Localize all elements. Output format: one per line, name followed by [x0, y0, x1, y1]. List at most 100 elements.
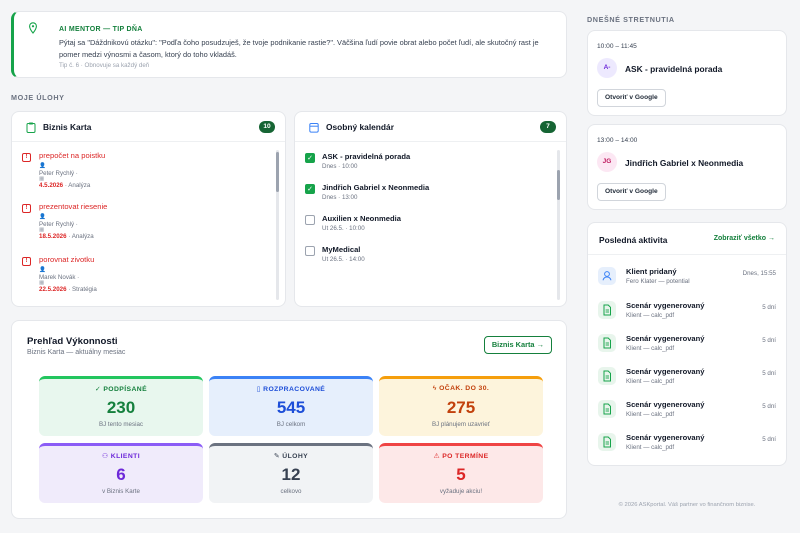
task-title: prezentovat riesenie [39, 202, 108, 211]
activity-title: Scenár vygenerovaný [626, 400, 705, 409]
activity-header: Posledná aktivita Zobraziť všetko → [588, 223, 786, 255]
mentor-label: AI MENTOR — TIP DŇA [59, 26, 143, 33]
kpi-label: ⚠ PO TERMÍNE [433, 453, 489, 460]
document-icon [598, 334, 616, 352]
activity-title: Klient pridaný [626, 267, 677, 276]
mentor-meta: Tip č. 6 · Obnovuje sa každý deň [59, 62, 150, 69]
task-item[interactable]: ! prezentovat riesenie 👤 Peter Rychlý · … [22, 202, 272, 252]
show-all-link[interactable]: Zobraziť všetko → [713, 235, 775, 242]
kpi-subtext: celkovo [280, 488, 302, 495]
kpi-subtext: v Biznis Karte [102, 488, 140, 495]
kpi-label: ϟ OČAK. DO 30. [432, 385, 490, 392]
document-icon [598, 400, 616, 418]
calendar-icon [309, 123, 319, 133]
activity-item[interactable]: Scenár vygenerovaný Klient — calc_pdf 5 … [598, 398, 776, 432]
task-person: Peter Rychlý · [39, 170, 78, 177]
overdue-icon: ! [22, 257, 31, 266]
activity-time: Dnes, 15:55 [742, 270, 776, 277]
activity-title: Scenár vygenerovaný [626, 301, 705, 310]
task-date: 4.5.2026 · Analýza [39, 182, 91, 189]
meetings-section-label: DNEŠNÉ STRETNUTIA [587, 15, 675, 24]
kpi-in-progress: ▯ ROZPRACOVANÉ 545 BJ celkom [209, 376, 373, 436]
footer-text: © 2026 ASKportal. Váš partner vo finančn… [618, 502, 756, 508]
user-icon [598, 267, 616, 285]
checkbox-unchecked[interactable] [305, 215, 315, 225]
task-person: Peter Rychlý · [39, 221, 78, 228]
kpi-tasks: ✎ ÚLOHY 12 celkovo [209, 443, 373, 503]
task-item[interactable]: ! prepočet na poistku 👤 Peter Rychlý · ▦… [22, 151, 272, 201]
activity-item[interactable]: Scenár vygenerovaný Klient — calc_pdf 5 … [598, 365, 776, 399]
kpi-label: ▯ ROZPRACOVANÉ [256, 386, 326, 393]
tasks-section-label: MOJE ÚLOHY [11, 93, 65, 102]
biznis-karta-title: Biznis Karta [43, 122, 92, 132]
kpi-value: 5 [456, 465, 466, 484]
calendar-item-time: Ut 26.5. · 10:00 [322, 225, 365, 232]
open-in-google-button[interactable]: Otvoriť v Google [597, 183, 666, 201]
meeting-title: Jindřich Gabriel x Neonmedia [625, 158, 744, 168]
calendar-header: Osobný kalendár 7 [295, 112, 566, 142]
activity-title: Scenár vygenerovaný [626, 334, 705, 343]
task-title: prepočet na poistku [39, 151, 106, 160]
kpi-subtext: vyžaduje akciu! [439, 488, 483, 495]
avatar: A- [597, 58, 617, 78]
calendar-item-time: Ut 26.5. · 14:00 [322, 256, 365, 263]
lightning-icon: ϟ [432, 385, 437, 392]
kpi-label: ✓ PODPÍSANÉ [94, 386, 148, 393]
calendar-icon: ▦ [39, 280, 45, 286]
activity-title: Scenár vygenerovaný [626, 433, 705, 442]
kpi-overdue: ⚠ PO TERMÍNE 5 vyžaduje akciu! [379, 443, 543, 503]
kpi-value: 6 [116, 465, 126, 484]
task-item[interactable]: ! porovnat zivotku 👤 Marek Novák · ▦ 22.… [22, 255, 272, 305]
person-icon: 👤 [39, 214, 46, 220]
biznis-karta-scrollbar[interactable] [276, 150, 279, 300]
activity-subtitle: Klient — calc_pdf [626, 345, 675, 352]
activity-time: 5 dní [762, 436, 776, 443]
clipboard-icon [26, 122, 36, 133]
document-icon [598, 301, 616, 319]
calendar-item[interactable]: MyMedical Ut 26.5. · 14:00 [305, 244, 555, 270]
activity-panel: Posledná aktivita Zobraziť všetko → Klie… [587, 222, 787, 466]
kpi-subtext: BJ tento mesiac [98, 421, 144, 428]
meeting-card: 10:00 – 11:45 A- ASK - pravidelná porada… [587, 30, 787, 116]
mentor-text: Pýtaj sa "Dáždnikovú otázku": "Podľa čoh… [59, 38, 539, 59]
document-icon [598, 433, 616, 451]
activity-subtitle: Fero Klater — potential [626, 278, 690, 285]
checkbox-checked[interactable]: ✓ [305, 184, 315, 194]
calendar-item[interactable]: Auxilien x Neonmedia Ut 26.5. · 10:00 [305, 213, 555, 239]
kpi-subtext: BJ plánujem uzavrieť [431, 421, 491, 428]
meeting-card: 13:00 – 14:00 JG Jindřich Gabriel x Neon… [587, 124, 787, 210]
activity-title: Posledná aktivita [599, 235, 668, 245]
calendar-scrollbar[interactable] [557, 150, 560, 300]
overdue-icon: ! [22, 204, 31, 213]
activity-item[interactable]: Scenár vygenerovaný Klient — calc_pdf 5 … [598, 431, 776, 465]
clipboard-icon: ▯ [256, 386, 261, 393]
activity-item[interactable]: Klient pridaný Fero Klater — potential D… [598, 265, 776, 299]
kpi-value: 230 [106, 398, 136, 417]
checkbox-checked[interactable]: ✓ [305, 153, 315, 163]
calendar-icon: ▦ [39, 227, 45, 233]
calendar-item[interactable]: ✓ Jindřich Gabriel x Neonmedia Dnes · 13… [305, 182, 555, 208]
calendar-item[interactable]: ✓ ASK - pravidelná porada Dnes · 10:00 [305, 151, 555, 177]
activity-subtitle: Klient — calc_pdf [626, 378, 675, 385]
pin-icon [29, 22, 37, 34]
calendar-item-title: ASK - pravidelná porada [322, 152, 411, 161]
open-in-google-button[interactable]: Otvoriť v Google [597, 89, 666, 107]
mentor-tip-card: AI MENTOR — TIP DŇA Pýtaj sa "Dáždnikovú… [11, 11, 567, 78]
meeting-title: ASK - pravidelná porada [625, 64, 723, 74]
document-icon [598, 367, 616, 385]
calendar-title: Osobný kalendár [326, 122, 394, 132]
biznis-karta-header: Biznis Karta 10 [12, 112, 285, 142]
checkbox-unchecked[interactable] [305, 246, 315, 256]
kpi-label: ⚇ KLIENTI [101, 453, 141, 460]
calendar-icon: ▦ [39, 176, 45, 182]
activity-item[interactable]: Scenár vygenerovaný Klient — calc_pdf 5 … [598, 299, 776, 333]
biznis-karta-button[interactable]: Biznis Karta → [483, 336, 552, 354]
overdue-icon: ! [22, 153, 31, 162]
biznis-karta-count-badge: 10 [259, 121, 275, 133]
calendar-item-time: Dnes · 13:00 [322, 194, 358, 201]
kpi-value: 12 [281, 465, 301, 484]
calendar-panel: Osobný kalendár 7 ✓ ASK - pravidelná por… [294, 111, 567, 307]
person-icon: 👤 [39, 163, 46, 169]
calendar-item-title: Jindřich Gabriel x Neonmedia [322, 183, 430, 192]
activity-item[interactable]: Scenár vygenerovaný Klient — calc_pdf 5 … [598, 332, 776, 366]
